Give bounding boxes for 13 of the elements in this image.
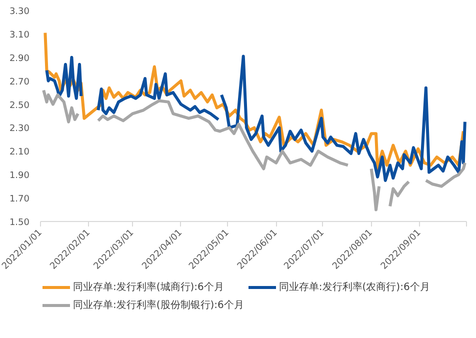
y-tick-label: 3.30	[9, 7, 30, 17]
y-tick-label: 2.50	[9, 100, 30, 111]
y-tick-label: 2.90	[9, 54, 30, 64]
y-tick-label: 1.70	[9, 194, 30, 205]
y-tick-label: 2.30	[9, 124, 30, 134]
legend-label: 同业存单:发行利率(股份制银行):6个月	[73, 298, 244, 312]
y-tick-label: 2.10	[9, 148, 30, 158]
y-tick-label: 1.50	[9, 218, 30, 228]
y-tick-label: 3.10	[9, 30, 30, 40]
y-tick-label: 2.70	[9, 77, 30, 88]
legend-label: 同业存单:发行利率(城商行):6个月	[73, 280, 224, 294]
y-tick-label: 1.90	[9, 171, 30, 182]
legend-label: 同业存单:发行利率(农商行):6个月	[278, 280, 430, 294]
